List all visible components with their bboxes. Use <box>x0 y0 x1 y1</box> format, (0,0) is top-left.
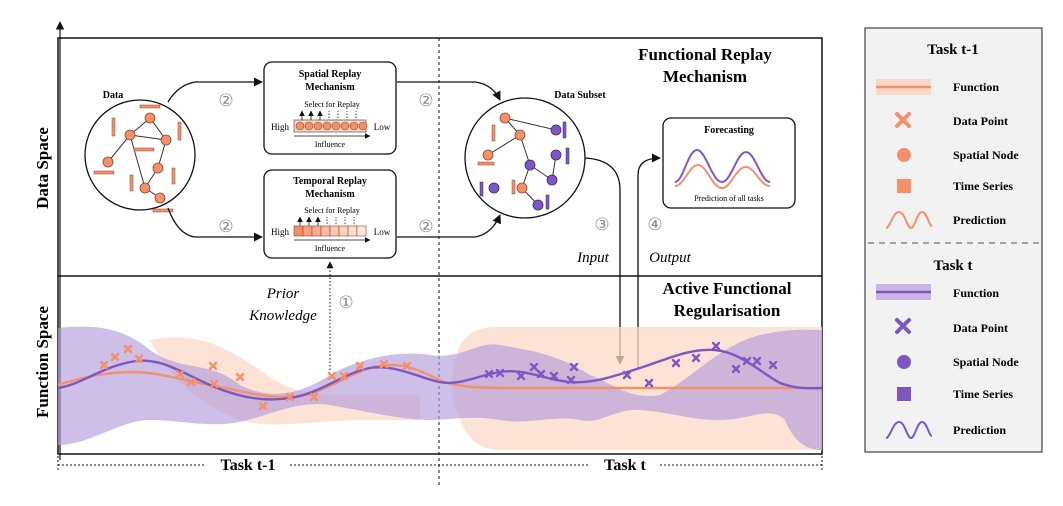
output-label: Output <box>649 250 692 266</box>
legend-circle-icon-2 <box>897 355 911 369</box>
task-axis: Task t-1 Task t <box>57 456 823 474</box>
spatial-title-2: Mechanism <box>305 82 355 93</box>
function-space <box>57 326 823 450</box>
regularisation-title-line2: Regularisation <box>674 301 781 320</box>
legend1-prediction: Prediction <box>953 213 1006 227</box>
temporal-high: High <box>271 227 290 237</box>
main-frame <box>57 37 823 455</box>
step-one: ① <box>338 293 353 312</box>
forecasting-box: Forecasting Prediction of all tasks <box>662 117 796 209</box>
purple-band <box>58 326 822 450</box>
arrow-data-to-spatial <box>167 77 263 103</box>
legend-square-icon <box>897 179 911 193</box>
legend2-prediction: Prediction <box>953 423 1006 437</box>
task-prev-label: Task t-1 <box>221 457 276 474</box>
legend2-time-series: Time Series <box>953 387 1013 401</box>
replay-title-line1: Functional Replay <box>638 45 772 64</box>
legend1-function: Function <box>953 80 999 94</box>
forecast-title: Forecasting <box>704 125 754 136</box>
legend1-data-point: Data Point <box>953 114 1008 128</box>
legend-circle-icon <box>897 148 911 162</box>
temporal-replay-box: Temporal Replay Mechanism Select for Rep… <box>263 169 397 259</box>
legend-square-icon-2 <box>897 387 911 401</box>
step-two-d: ② <box>418 217 433 236</box>
spatial-low: Low <box>374 122 391 132</box>
legend1-spatial-node: Spatial Node <box>953 148 1019 162</box>
legend-task-prev-title: Task t-1 <box>927 42 979 58</box>
arrow-spatial-to-subset <box>397 81 501 101</box>
spatial-title-1: Spatial Replay <box>299 69 362 80</box>
arrow-input <box>584 157 625 365</box>
replay-title-line2: Mechanism <box>663 67 747 86</box>
legend1-time-series: Time Series <box>953 179 1013 193</box>
purple-data-points <box>484 341 778 388</box>
data-graph: Data <box>84 90 196 213</box>
y-label-function-space: Function Space <box>33 306 52 418</box>
temporal-title-2: Mechanism <box>305 189 355 200</box>
temporal-title-1: Temporal Replay <box>293 176 367 187</box>
data-label: Data <box>103 90 124 101</box>
data-subset-graph: Data Subset <box>464 90 606 219</box>
temporal-influence: Influence <box>315 244 346 253</box>
legend-cross-icon <box>895 112 911 128</box>
legend2-data-point: Data Point <box>953 321 1008 335</box>
spatial-select-label: Select for Replay <box>304 100 360 109</box>
step-four: ④ <box>647 215 662 234</box>
y-label-data-space: Data Space <box>33 127 52 209</box>
input-label: Input <box>576 250 609 266</box>
legend2-spatial-node: Spatial Node <box>953 355 1019 369</box>
step-two-a: ② <box>218 91 233 110</box>
arrow-output <box>637 153 661 368</box>
temporal-low: Low <box>374 227 391 237</box>
regularisation-title-line1: Active Functional <box>663 279 792 298</box>
data-circle <box>84 99 196 211</box>
legend2-function: Function <box>953 286 999 300</box>
legend-cross-icon-2 <box>895 318 911 334</box>
temporal-select-label: Select for Replay <box>304 206 360 215</box>
spatial-influence: Influence <box>315 140 346 149</box>
task-current-label: Task t <box>604 457 646 474</box>
arrow-data-to-temporal <box>167 207 263 242</box>
legend-wave-icon-2 <box>885 420 933 440</box>
spatial-replay-box: Spatial Replay Mechanism Select for Repl… <box>263 61 397 155</box>
step-three: ③ <box>594 215 609 234</box>
forecast-orange-wave <box>674 163 771 190</box>
data-subset-label: Data Subset <box>554 90 606 101</box>
arrow-temporal-to-subset <box>397 214 502 238</box>
forecast-caption: Prediction of all tasks <box>694 194 764 203</box>
orange-data-points <box>99 344 412 411</box>
prior-label-1: Prior <box>266 286 300 302</box>
legend-box <box>864 27 1043 453</box>
spatial-high: High <box>271 122 290 132</box>
step-two-b: ② <box>218 217 233 236</box>
prior-label-2: Knowledge <box>248 308 317 324</box>
legend-wave-icon <box>885 210 933 230</box>
step-two-c: ② <box>418 91 433 110</box>
legend-task-current-title: Task t <box>933 258 972 274</box>
purple-function-line <box>57 348 823 401</box>
legend: Task t-1 Task t Function Data Point Spat… <box>864 27 1043 453</box>
forecast-purple-wave <box>674 148 771 184</box>
